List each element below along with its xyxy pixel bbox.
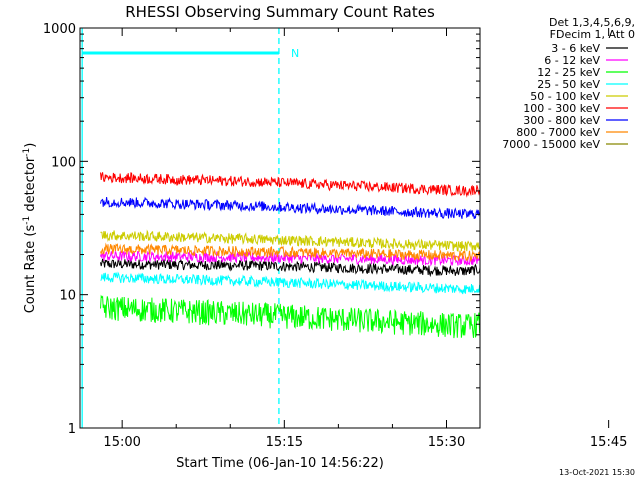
- legend-entry-label: 7000 - 15000 keV: [502, 138, 600, 151]
- legend-entry-label: 6 - 12 keV: [544, 54, 600, 67]
- series-line: [100, 172, 480, 198]
- series-line: [100, 242, 480, 263]
- legend-header-line-1: Det 1,3,4,5,6,9,: [549, 16, 635, 29]
- legend-entry-label: 12 - 25 keV: [537, 66, 600, 79]
- legend-entry-label: 100 - 300 keV: [523, 102, 600, 115]
- legend-header-line-2: FDecim 1, Att 0: [550, 28, 635, 41]
- series-800-7000kev: [100, 242, 480, 263]
- y-tick-label: 1: [68, 422, 76, 437]
- x-axis-label: Start Time (06-Jan-10 14:56:22): [176, 456, 384, 471]
- series-12-25kev: [100, 294, 480, 339]
- legend-entry-label: 300 - 800 keV: [523, 114, 600, 127]
- series-line: [100, 229, 480, 252]
- legend: Det 1,3,4,5,6,9, FDecim 1, Att 0 3 - 6 k…: [502, 16, 635, 151]
- series-line: [100, 258, 480, 278]
- y-axis-label-sup2: -1: [22, 148, 32, 157]
- y-axis-label-main: Count Rate (s: [23, 225, 38, 314]
- series-25-50kev: [100, 271, 480, 295]
- legend-entry-label: 800 - 7000 keV: [516, 126, 600, 139]
- y-axis-label-end: ): [23, 143, 38, 148]
- plot-frame: [79, 27, 481, 429]
- legend-entry-label: 50 - 100 keV: [530, 90, 600, 103]
- series-line: [100, 271, 480, 295]
- legend-entry-label: 25 - 50 keV: [537, 78, 600, 91]
- x-tick-label: 15:45: [590, 435, 627, 450]
- y-axis-label-mid: detector: [23, 156, 38, 216]
- series-50-100kev: [100, 229, 480, 252]
- footer-timestamp: 13-Oct-2021 15:30: [559, 468, 635, 477]
- chart-title: RHESSI Observing Summary Count Rates: [125, 3, 435, 21]
- series-300-800kev: [100, 196, 480, 220]
- series-3-6kev: [100, 258, 480, 278]
- series-line: [100, 250, 480, 267]
- x-tick-label: 15:15: [266, 435, 303, 450]
- y-axis-label: Count Rate (s-1 detector-1): [22, 143, 38, 314]
- y-tick-label: 1000: [43, 22, 76, 37]
- series-100-300kev: [100, 172, 480, 198]
- observing-markers: NS: [81, 28, 520, 428]
- y-tick-label: 100: [51, 155, 76, 170]
- y-axis-label-sup1: -1: [22, 216, 32, 225]
- marker-label: S: [513, 36, 520, 49]
- x-tick-label: 15:30: [428, 435, 465, 450]
- axes: 15:0015:1515:3015:4516:0016:1516:3011010…: [43, 22, 627, 450]
- series-line: [100, 196, 480, 220]
- marker-label: N: [291, 47, 299, 60]
- x-tick-label: 15:00: [103, 435, 140, 450]
- series-layer: [100, 172, 480, 339]
- legend-entry-label: 3 - 6 keV: [551, 42, 600, 55]
- series-6-12kev: [100, 250, 480, 267]
- series-line: [100, 294, 480, 339]
- y-tick-label: 10: [59, 289, 76, 304]
